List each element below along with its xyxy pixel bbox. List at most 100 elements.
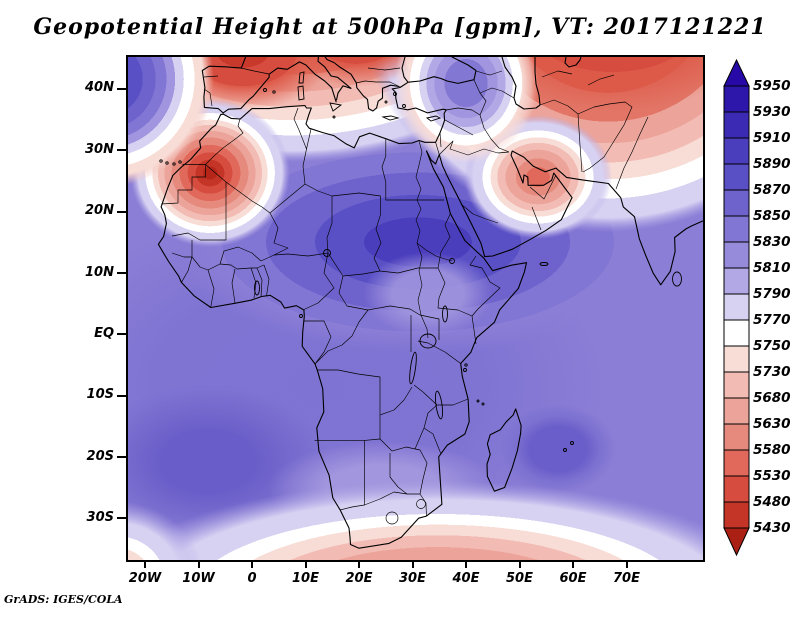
colorbar-level-label: 5430 (753, 520, 791, 536)
y-tick-mark (117, 210, 126, 213)
canary-island (178, 160, 182, 164)
madagascar-coast (486, 408, 522, 492)
socotra-island (539, 262, 549, 266)
colorbar-level-label: 5680 (753, 390, 791, 406)
crete-island (381, 115, 400, 121)
x-tick-label: 30E (399, 571, 426, 586)
blue-nile-river (416, 242, 453, 262)
y-tick-label: 10S (86, 387, 114, 403)
x-tick-label: 20W (128, 571, 162, 586)
canary-island (172, 162, 176, 166)
caspian-sea-coast (501, 57, 541, 110)
colorbar-level-label: 5530 (753, 468, 791, 484)
africa-atlantic-indian-coast (157, 114, 528, 549)
nile-river (415, 140, 429, 339)
map-plot-area (126, 55, 705, 562)
attribution: GrADS: IGES/COLA (4, 593, 123, 606)
mauritius-island (570, 441, 574, 445)
y-tick-mark (117, 394, 126, 397)
x-tick-mark (304, 560, 307, 568)
lake-tana (449, 258, 455, 264)
comoros-island (476, 399, 480, 403)
y-tick-mark (117, 456, 126, 459)
swaziland-border (416, 499, 426, 509)
aegean-island (393, 92, 397, 96)
x-tick-label: 70E (613, 571, 640, 586)
x-tick-label: 20E (345, 571, 373, 586)
colorbar-level-label: 5910 (753, 130, 791, 146)
y-tick-mark (117, 333, 126, 336)
colorbar-level-label: 5830 (753, 234, 791, 250)
africa-contour-map-svg (128, 57, 703, 560)
bioko-island (299, 314, 303, 318)
y-tick-mark (117, 272, 126, 274)
lake-malawi (434, 390, 444, 420)
colorbar-level-label: 5890 (753, 156, 791, 172)
x-tick-mark (465, 560, 467, 568)
colorbar-level-label: 5770 (753, 312, 791, 328)
contour-fill-field (128, 57, 703, 560)
iberia-mediterranean-coast (222, 61, 337, 114)
colorbar-level-label: 5810 (753, 260, 791, 276)
x-tick-mark (144, 560, 146, 568)
page-title: Geopotential Height at 500hPa [gpm], VT:… (33, 14, 767, 40)
colorbar-svg (723, 58, 750, 557)
x-tick-mark (518, 560, 521, 568)
colorbar-level-label: 5730 (753, 364, 791, 380)
lake-volta (254, 280, 260, 296)
colorbar-level-label: 5850 (753, 208, 791, 224)
y-tick-label: 30S (86, 509, 114, 525)
pemba-island (464, 363, 468, 367)
blacksea-west-coast (401, 57, 409, 83)
colorbar-level-label: 5870 (753, 182, 791, 198)
comoros-island (481, 402, 485, 406)
x-tick-label: 10W (182, 571, 215, 586)
x-tick-mark (411, 560, 414, 568)
y-tick-mark (117, 87, 126, 90)
iberia-atlantic-coast (201, 57, 247, 114)
colorbar-level-label: 5930 (753, 104, 791, 120)
balearic-island (272, 90, 276, 94)
aral-sea-coast (564, 57, 582, 68)
x-tick-mark (358, 560, 360, 568)
x-tick-label: 0 (247, 571, 257, 586)
y-tick-mark (117, 149, 126, 152)
malta-island (332, 115, 336, 119)
sardinia-island (297, 85, 305, 101)
colorbar (723, 58, 752, 559)
y-tick-mark (117, 517, 126, 520)
y-tick-label: 10N (85, 264, 114, 280)
balkans-greece-coast (324, 57, 400, 112)
cyprus-island (425, 115, 442, 122)
x-tick-label: 50E (506, 571, 533, 586)
coastline-layer (157, 57, 703, 549)
canary-island (165, 161, 169, 165)
x-tick-label: 40E (452, 571, 480, 586)
y-tick-label: 40N (85, 80, 114, 96)
lake-tanganyika (409, 351, 417, 385)
colorbar-level-label: 5580 (753, 442, 791, 458)
islands-lakes-layer (159, 71, 682, 452)
y-tick-label: 20N (85, 203, 114, 219)
x-tick-label: 60E (559, 571, 587, 586)
sicily-island (329, 102, 343, 112)
x-tick-label: 10E (292, 571, 319, 586)
sri-lanka-island (672, 271, 682, 287)
balearic-island (263, 88, 267, 92)
x-tick-mark (197, 560, 200, 568)
colorbar-level-label: 5480 (753, 494, 791, 510)
italy-adriatic-coast (317, 57, 352, 89)
colorbar-level-label: 5790 (753, 286, 791, 302)
italy-heel-toe (335, 85, 352, 101)
reunion-island (563, 448, 567, 452)
corsica-island (298, 71, 305, 84)
y-tick-label: EQ (94, 325, 114, 341)
x-tick-mark (625, 560, 628, 568)
colorbar-level-label: 5630 (753, 416, 791, 432)
aegean-island (402, 104, 406, 108)
y-tick-label: 30N (85, 141, 114, 157)
country-borders-layer (161, 67, 649, 525)
x-tick-mark (251, 560, 253, 568)
colorbar-level-label: 5950 (753, 78, 791, 94)
